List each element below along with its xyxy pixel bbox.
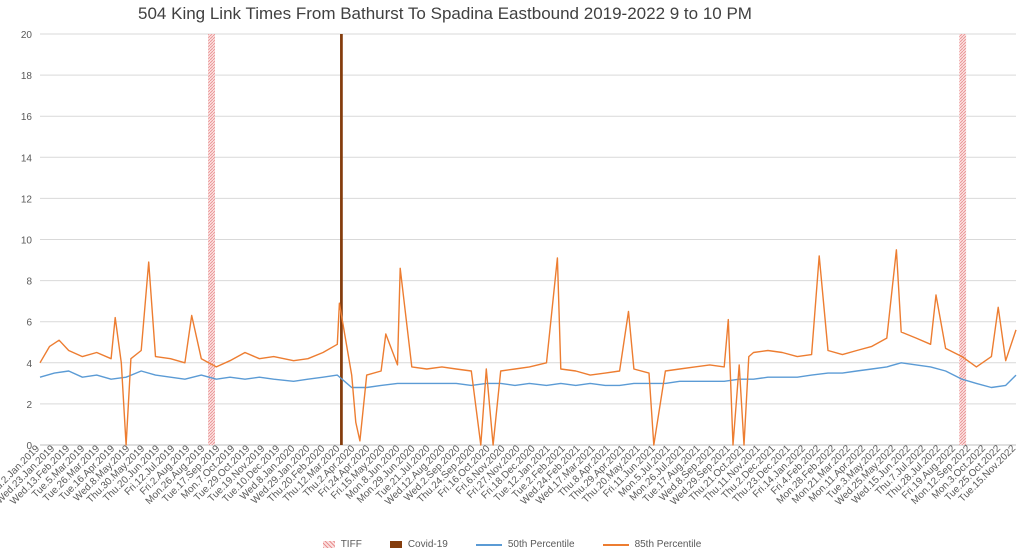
legend-label-p85: 85th Percentile <box>634 539 702 550</box>
y-tick-label: 12 <box>21 194 33 205</box>
y-tick-label: 2 <box>26 400 32 411</box>
y-tick-label: 8 <box>26 277 32 288</box>
y-tick-label: 20 <box>21 30 33 41</box>
legend-swatch-tiff <box>322 541 335 548</box>
legend: TIFF Covid-19 50th Percentile 85th Perce… <box>0 539 1024 550</box>
y-tick-label: 14 <box>21 153 33 164</box>
x-axis-ticks: Wed.2.Jan.2019Wed.23.Jan.2019Wed.13.Feb.… <box>0 443 1018 508</box>
legend-item-p85: 85th Percentile <box>602 539 702 550</box>
tiff-band <box>208 34 215 445</box>
y-tick-label: 0 <box>26 441 32 452</box>
legend-item-covid: Covid-19 <box>389 539 448 550</box>
legend-label-p50: 50th Percentile <box>507 539 575 550</box>
legend-label-tiff: TIFF <box>340 539 362 550</box>
legend-label-covid: Covid-19 <box>407 539 448 550</box>
series-lines <box>39 249 1017 446</box>
y-tick-label: 6 <box>26 318 32 329</box>
chart-title: 504 King Link Times From Bathurst To Spa… <box>138 4 752 23</box>
legend-swatch-p85 <box>602 543 629 546</box>
event-bands <box>208 34 967 445</box>
gridlines <box>40 33 1016 446</box>
y-tick-label: 18 <box>21 71 33 82</box>
tiff-band <box>959 34 967 445</box>
legend-swatch-covid <box>389 541 402 548</box>
covid-band <box>340 34 343 445</box>
y-tick-label: 4 <box>26 359 32 370</box>
series-p85-line <box>39 249 1017 446</box>
legend-item-p50: 50th Percentile <box>475 539 575 550</box>
y-tick-label: 16 <box>21 112 33 123</box>
legend-item-tiff: TIFF <box>322 539 362 550</box>
y-axis-ticks: 0 2 4 6 8 10 12 14 16 18 20 <box>21 30 33 452</box>
y-tick-label: 10 <box>21 236 33 247</box>
series-p50-line <box>39 362 1017 389</box>
legend-swatch-p50 <box>475 543 502 546</box>
